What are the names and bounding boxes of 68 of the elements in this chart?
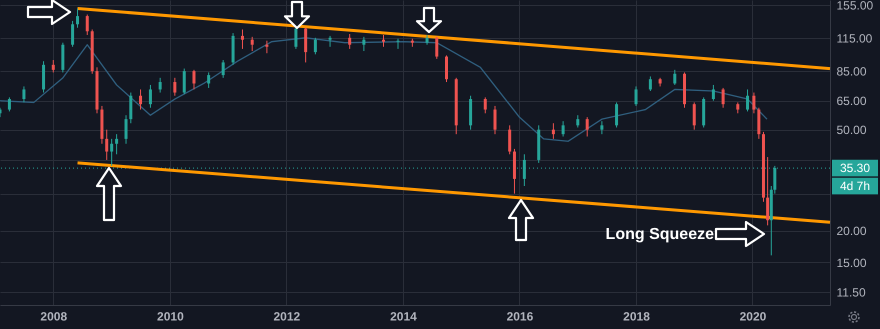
- candlestick: [76, 8, 80, 28]
- candlestick: [304, 27, 308, 63]
- candlestick: [105, 129, 108, 160]
- candlestick: [110, 138, 114, 166]
- candlestick: [22, 86, 26, 103]
- y-tick-label: 50.00: [836, 123, 867, 138]
- candlestick: [615, 102, 618, 128]
- candlestick: [494, 105, 496, 135]
- candlestick: [207, 72, 210, 88]
- candlestick: [552, 122, 555, 140]
- ref-line-label: 35.30: [840, 161, 870, 176]
- candlestick: [508, 124, 512, 155]
- candlestick: [52, 60, 55, 73]
- candlestick: [752, 92, 756, 114]
- candlestick: [8, 96, 11, 112]
- candlestick: [71, 20, 74, 48]
- candlestick: [382, 34, 385, 48]
- candlestick: [173, 77, 176, 96]
- candlestick: [192, 69, 196, 90]
- candlestick: [648, 76, 652, 92]
- text: 4d 7h: [840, 179, 870, 194]
- candlestick: [746, 88, 750, 112]
- annotation: Long Squeeze: [606, 226, 714, 243]
- candlestick: [576, 114, 580, 128]
- candlestick: [562, 120, 565, 137]
- candlestick: [766, 156, 770, 226]
- x-tick-label: 2008: [40, 310, 68, 324]
- candlestick: [600, 120, 604, 135]
- candlestick: [722, 87, 725, 108]
- candlestick: [445, 54, 448, 83]
- candlestick: [712, 84, 715, 102]
- candlestick: [182, 68, 186, 95]
- x-tick-label: 2020: [740, 310, 767, 324]
- candlestick: [129, 92, 132, 124]
- candlestick: [362, 36, 366, 52]
- candlestick: [314, 37, 317, 55]
- candlestick: [148, 84, 152, 108]
- x-tick-label: 2010: [157, 310, 184, 324]
- candlestick: [115, 134, 118, 155]
- candlestick: [139, 88, 142, 110]
- x-tick-label: 2014: [390, 310, 418, 324]
- candlestick: [673, 69, 676, 86]
- y-tick-label: 65.00: [836, 94, 867, 108]
- y-tick-label: 85.00: [836, 64, 867, 79]
- candlestick: [692, 102, 696, 130]
- candlestick: [158, 77, 162, 94]
- candlestick: [634, 86, 638, 106]
- candlestick: [736, 102, 740, 114]
- y-tick-label: 20.00: [836, 224, 867, 238]
- candlestick: [435, 36, 438, 60]
- y-tick-label: 15.00: [836, 256, 867, 270]
- candlestick: [586, 116, 589, 137]
- candlestick: [348, 34, 352, 50]
- candlestick: [240, 28, 244, 50]
- candlestick: [426, 34, 429, 46]
- candlestick: [396, 38, 400, 50]
- candlestick: [265, 40, 268, 54]
- candlestick: [124, 114, 128, 144]
- candlestick: [222, 60, 225, 78]
- x-tick-label: 2012: [273, 310, 301, 324]
- candlestick: [86, 14, 89, 36]
- y-tick-label: 115.00: [836, 31, 873, 46]
- candlestick: [484, 96, 487, 114]
- x-tick-label: 2018: [623, 310, 650, 324]
- y-tick-label: 155.00: [836, 0, 874, 12]
- y-tick-label: 11.50: [836, 285, 866, 300]
- candlestick: [250, 36, 254, 52]
- x-tick-label: 2016: [506, 310, 534, 324]
